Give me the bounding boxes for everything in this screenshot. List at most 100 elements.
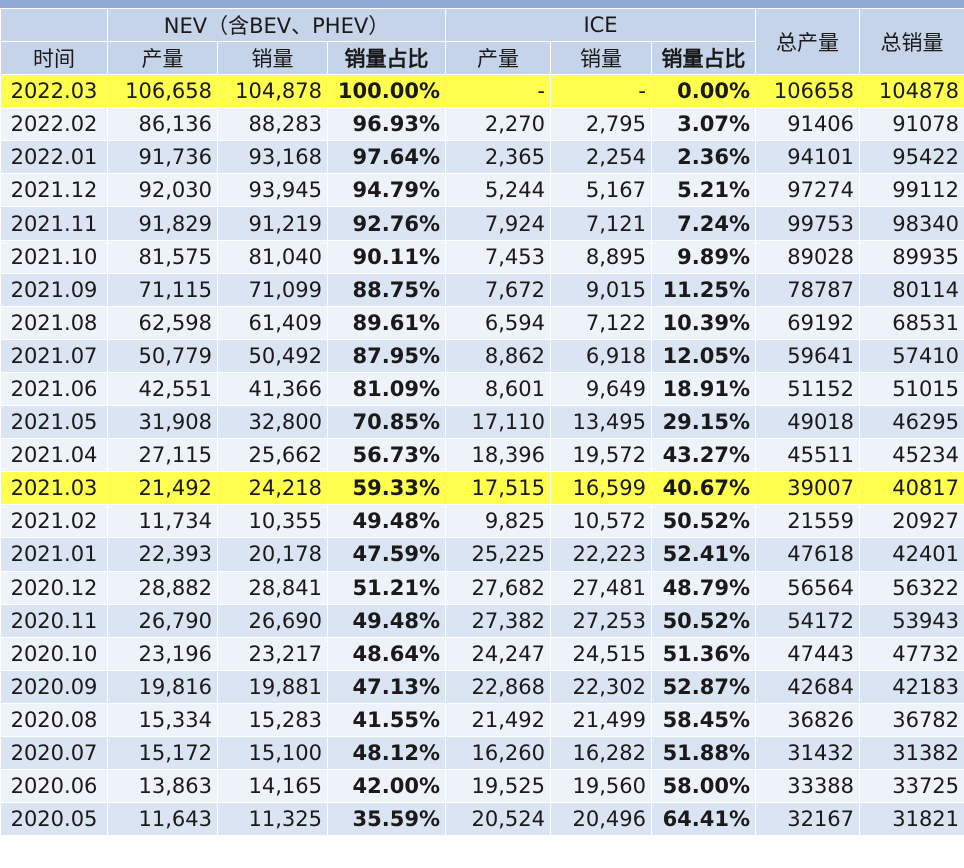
total-production-cell: 21559 bbox=[755, 504, 861, 539]
date-cell: 2020.08 bbox=[0, 702, 108, 737]
nev-share-cell: 81.09% bbox=[327, 371, 446, 407]
ice-sales-cell: 21,499 bbox=[550, 702, 652, 737]
nev-sales-cell: 24,218 bbox=[217, 471, 328, 506]
ice-sales-cell: 6,918 bbox=[550, 338, 652, 373]
nev-sales-cell: 50,492 bbox=[217, 338, 328, 373]
header-blank bbox=[0, 8, 108, 42]
nev-production-cell: 92,030 bbox=[107, 173, 218, 208]
total-sales-cell: 89935 bbox=[859, 239, 964, 274]
header-ice-group: ICE bbox=[444, 8, 757, 42]
table-header: NEV（含BEV、PHEV） ICE 总产量 总销量 时间 产量 销量 销量占比… bbox=[0, 7, 964, 76]
total-production-cell: 97274 bbox=[755, 173, 861, 208]
nev-sales-cell: 32,800 bbox=[217, 405, 328, 440]
nev-sales-cell: 104,878 bbox=[217, 74, 328, 109]
total-sales-cell: 31382 bbox=[859, 735, 964, 771]
ice-sales-cell: - bbox=[550, 74, 652, 109]
ice-share-cell: 50.52% bbox=[650, 603, 757, 638]
nev-share-cell: 35.59% bbox=[327, 802, 446, 837]
table-row: 2020.06 13,863 14,165 42.00% 19,525 19,560 58.… bbox=[0, 769, 964, 804]
top-strip bbox=[0, 0, 964, 10]
nev-sales-cell: 10,355 bbox=[217, 504, 328, 539]
ice-share-cell: 29.15% bbox=[650, 405, 757, 440]
total-sales-cell: 53943 bbox=[859, 603, 964, 638]
total-sales-cell: 42401 bbox=[859, 537, 964, 572]
nev-share-cell: 51.21% bbox=[327, 570, 446, 605]
ice-production-cell: 16,260 bbox=[445, 735, 551, 771]
total-production-cell: 45511 bbox=[755, 438, 861, 473]
header-total-production: 总产量 bbox=[755, 7, 861, 76]
total-production-cell: 49018 bbox=[755, 405, 861, 440]
nev-sales-cell: 28,841 bbox=[217, 570, 328, 605]
total-production-cell: 54172 bbox=[755, 603, 861, 638]
date-cell: 2021.03 bbox=[0, 471, 108, 506]
table-row: 2020.11 26,790 26,690 49.48% 27,382 27,253 50.… bbox=[0, 603, 964, 638]
table-row: 2021.05 31,908 32,800 70.85% 17,110 13,495 29.… bbox=[0, 405, 964, 440]
header-nev-group: NEV（含BEV、PHEV） bbox=[107, 8, 446, 42]
total-sales-cell: 20927 bbox=[859, 504, 964, 539]
total-production-cell: 106658 bbox=[755, 74, 861, 109]
header-nev-share: 销量占比 bbox=[327, 40, 446, 76]
total-sales-cell: 104878 bbox=[859, 74, 964, 109]
total-production-cell: 69192 bbox=[755, 305, 861, 340]
total-sales-cell: 57410 bbox=[859, 338, 964, 373]
nev-share-cell: 88.75% bbox=[327, 272, 446, 307]
header-nev-production: 产量 bbox=[107, 40, 218, 76]
ice-share-cell: 9.89% bbox=[650, 239, 757, 274]
total-production-cell: 51152 bbox=[755, 371, 861, 407]
ice-sales-cell: 24,515 bbox=[550, 636, 652, 671]
nev-share-cell: 49.48% bbox=[327, 603, 446, 638]
table-row-highlighted: 2021.03 21,492 24,218 59.33% 17,515 16,599 40.… bbox=[0, 471, 964, 506]
nev-share-cell: 90.11% bbox=[327, 239, 446, 274]
nev-sales-cell: 93,945 bbox=[217, 173, 328, 208]
nev-sales-cell: 88,283 bbox=[217, 107, 328, 142]
total-production-cell: 36826 bbox=[755, 702, 861, 737]
nev-share-cell: 48.12% bbox=[327, 735, 446, 771]
nev-share-cell: 94.79% bbox=[327, 173, 446, 208]
nev-production-cell: 27,115 bbox=[107, 438, 218, 473]
ice-production-cell: 8,862 bbox=[445, 338, 551, 373]
date-cell: 2021.07 bbox=[0, 338, 108, 373]
ice-share-cell: 10.39% bbox=[650, 305, 757, 340]
table-row: 2021.11 91,829 91,219 92.76% 7,924 7,121 7.24%… bbox=[0, 206, 964, 241]
date-cell: 2021.05 bbox=[0, 405, 108, 440]
total-production-cell: 33388 bbox=[755, 769, 861, 804]
table-row: 2020.05 11,643 11,325 35.59% 20,524 20,496 64.… bbox=[0, 802, 964, 837]
nev-share-cell: 70.85% bbox=[327, 405, 446, 440]
date-cell: 2021.04 bbox=[0, 438, 108, 473]
date-cell: 2021.12 bbox=[0, 173, 108, 208]
nev-production-cell: 15,334 bbox=[107, 702, 218, 737]
ice-production-cell: 19,525 bbox=[445, 769, 551, 804]
date-cell: 2020.06 bbox=[0, 769, 108, 804]
date-cell: 2021.01 bbox=[0, 537, 108, 572]
ice-sales-cell: 8,895 bbox=[550, 239, 652, 274]
nev-share-cell: 97.64% bbox=[327, 140, 446, 175]
ice-sales-cell: 5,167 bbox=[550, 173, 652, 208]
ice-production-cell: 5,244 bbox=[445, 173, 551, 208]
nev-sales-cell: 91,219 bbox=[217, 206, 328, 241]
header-nev-sales: 销量 bbox=[217, 40, 328, 76]
table-row: 2020.10 23,196 23,217 48.64% 24,247 24,515 51.… bbox=[0, 636, 964, 671]
ice-sales-cell: 2,795 bbox=[550, 107, 652, 142]
nev-production-cell: 62,598 bbox=[107, 305, 218, 340]
ice-production-cell: 20,524 bbox=[445, 802, 551, 837]
nev-production-cell: 11,643 bbox=[107, 802, 218, 837]
ice-production-cell: 7,924 bbox=[445, 206, 551, 241]
date-cell: 2020.11 bbox=[0, 603, 108, 638]
total-sales-cell: 40817 bbox=[859, 471, 964, 506]
ice-production-cell: 18,396 bbox=[445, 438, 551, 473]
ice-share-cell: 2.36% bbox=[650, 140, 757, 175]
nev-share-cell: 100.00% bbox=[327, 74, 446, 109]
ice-sales-cell: 19,560 bbox=[550, 769, 652, 804]
total-production-cell: 94101 bbox=[755, 140, 861, 175]
ice-sales-cell: 7,121 bbox=[550, 206, 652, 241]
nev-production-cell: 15,172 bbox=[107, 735, 218, 771]
total-production-cell: 59641 bbox=[755, 338, 861, 373]
table-row: 2021.10 81,575 81,040 90.11% 7,453 8,895 9.89%… bbox=[0, 239, 964, 274]
table-row: 2020.07 15,172 15,100 48.12% 16,260 16,282 51.… bbox=[0, 735, 964, 771]
nev-sales-cell: 93,168 bbox=[217, 140, 328, 175]
total-sales-cell: 47732 bbox=[859, 636, 964, 671]
ice-share-cell: 40.67% bbox=[650, 471, 757, 506]
date-cell: 2020.10 bbox=[0, 636, 108, 671]
ice-production-cell: 2,270 bbox=[445, 107, 551, 142]
nev-sales-cell: 23,217 bbox=[217, 636, 328, 671]
